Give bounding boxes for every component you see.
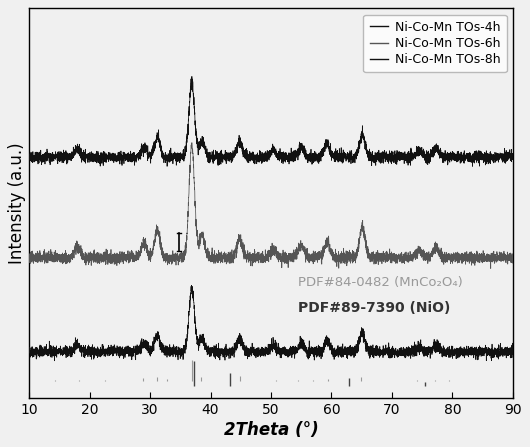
- Legend: Ni-Co-Mn TOs-4h, Ni-Co-Mn TOs-6h, Ni-Co-Mn TOs-8h: Ni-Co-Mn TOs-4h, Ni-Co-Mn TOs-6h, Ni-Co-…: [364, 15, 507, 72]
- Y-axis label: Intensity (a.u.): Intensity (a.u.): [8, 142, 26, 264]
- Text: PDF#89-7390 (NiO): PDF#89-7390 (NiO): [297, 301, 450, 315]
- Text: PDF#84-0482 (MnCo₂O₄): PDF#84-0482 (MnCo₂O₄): [297, 276, 462, 289]
- X-axis label: 2Theta (°): 2Theta (°): [224, 421, 319, 439]
